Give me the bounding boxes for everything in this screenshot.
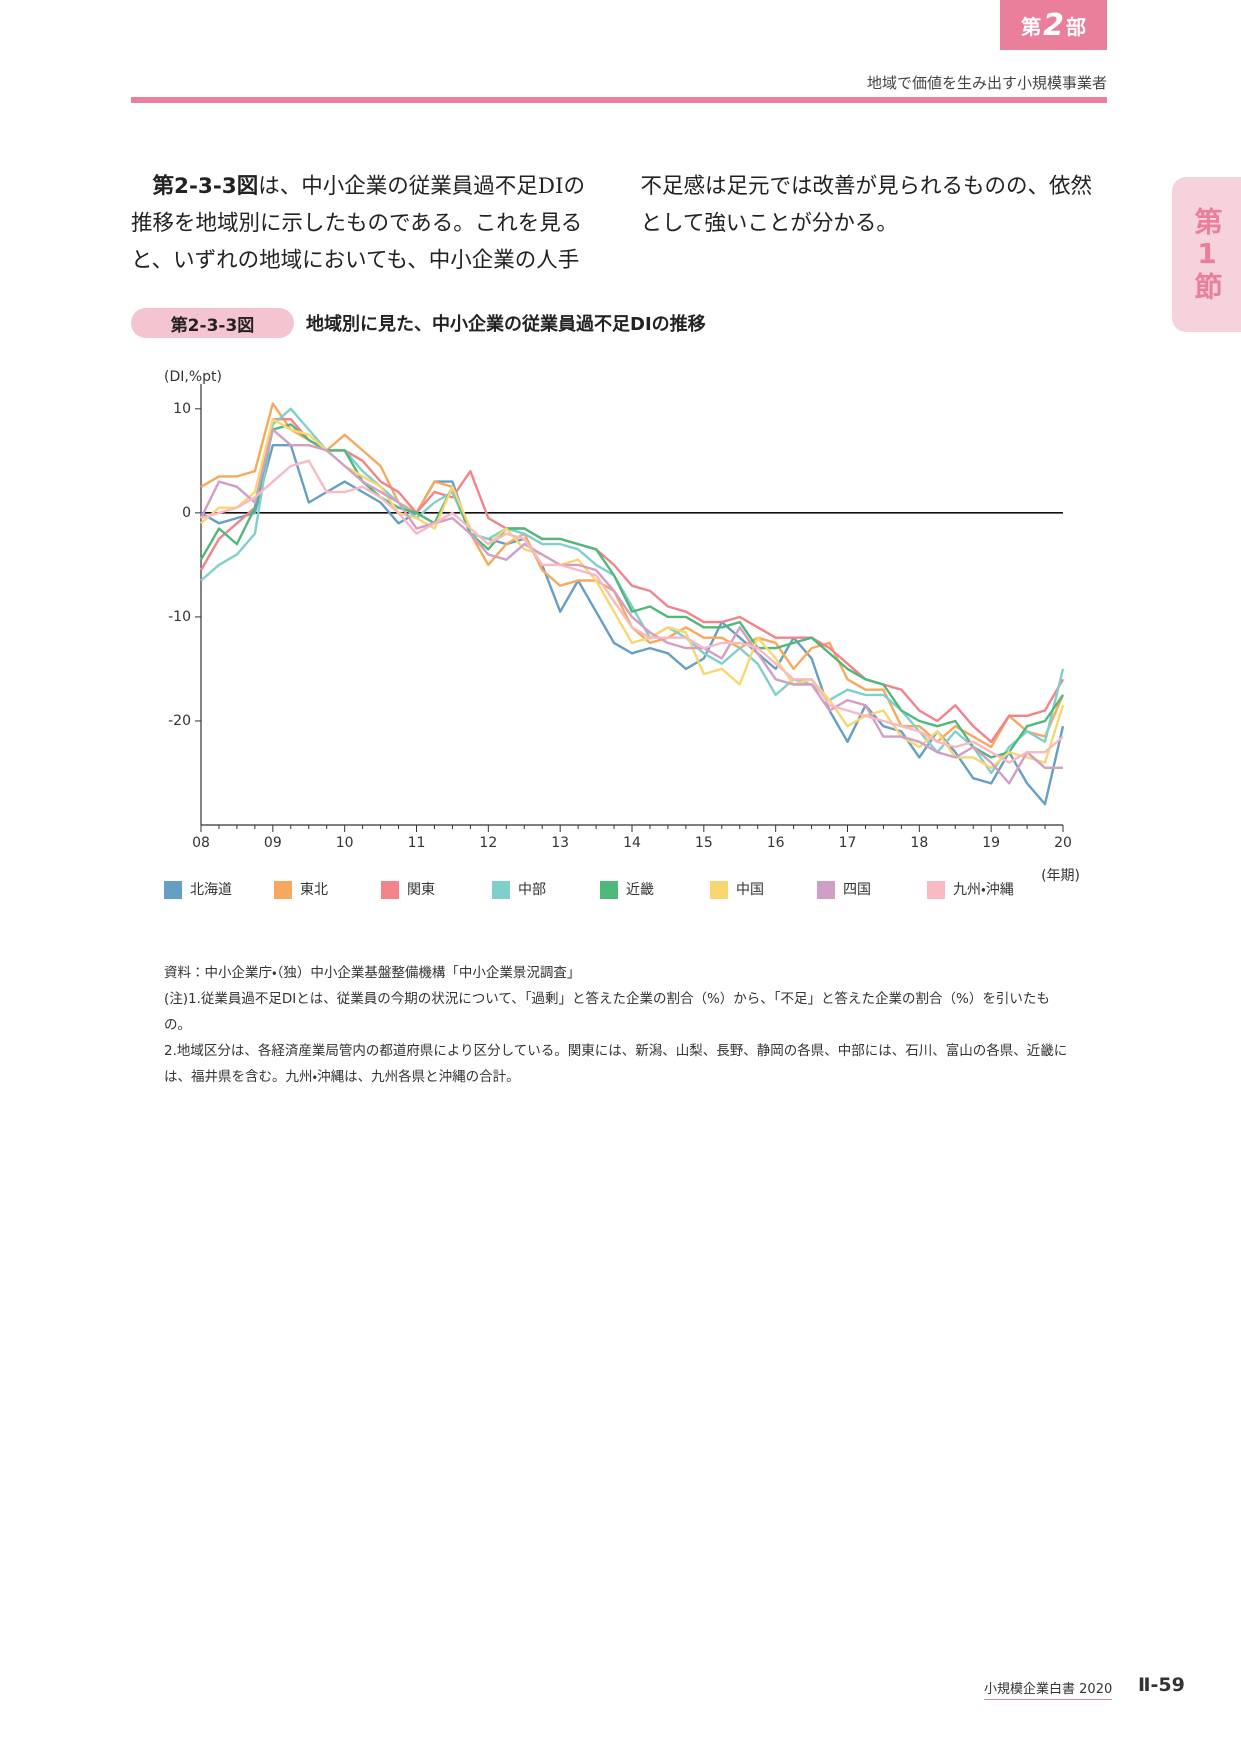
- x-tick-label: 12: [479, 835, 497, 851]
- book-year: 2020: [1079, 1682, 1113, 1697]
- series-line: [199, 418, 1065, 743]
- legend-label: 北海道: [190, 882, 232, 898]
- x-tick-label: 13: [551, 835, 569, 851]
- running-head: 地域で価値を生み出す小規模事業者: [866, 74, 1107, 92]
- y-axis-label: (DI,%pt): [164, 369, 222, 385]
- x-tick-label: 14: [623, 835, 641, 851]
- legend-swatch: [710, 881, 728, 899]
- x-tick-label: 10: [336, 835, 354, 851]
- legend-label: 四国: [843, 882, 871, 898]
- series-line: [200, 418, 1065, 769]
- y-tick-label: 10: [173, 401, 191, 417]
- section-tab: 第1節: [1172, 177, 1241, 332]
- legend-swatch: [927, 881, 945, 899]
- legend-label: 中国: [736, 882, 764, 898]
- legend-label: 関東: [407, 882, 435, 898]
- legend-swatch: [164, 881, 182, 899]
- part-suffix: 部: [1065, 14, 1086, 39]
- part-prefix: 第: [1021, 14, 1042, 39]
- legend-swatch: [381, 881, 399, 899]
- x-tick-label: 08: [192, 835, 210, 851]
- legend-label: 九州・沖縄: [953, 882, 1014, 898]
- body-text: は、中小企業の従業員過不足DIの推移を地域別に示したものである。これを見ると、い…: [131, 174, 1093, 273]
- notes: 資料：中小企業庁・（独）中小企業基盤整備機構「中小企業景況調査」 (注)1.従業…: [164, 960, 1074, 1090]
- figure-title: 地域別に見た、中小企業の従業員過不足DIの推移: [306, 314, 706, 335]
- series-line: [200, 459, 1064, 764]
- page-number: Ⅱ-59: [1138, 1674, 1185, 1696]
- series-line: [199, 423, 1064, 759]
- series-line: [199, 428, 1063, 785]
- series-line: [200, 402, 1065, 749]
- x-tick-label: 11: [408, 835, 426, 851]
- book-title: 小規模企業白書: [984, 1682, 1076, 1697]
- x-tick-label: 15: [695, 835, 713, 851]
- figure-ref: 第2-3-3図: [152, 174, 259, 199]
- x-tick-label: 09: [264, 835, 282, 851]
- legend-swatch: [600, 881, 618, 899]
- x-tick-label: 20: [1054, 835, 1072, 851]
- header-rule: [131, 97, 1107, 103]
- legend-label: 東北: [300, 882, 328, 898]
- x-tick-label: 16: [767, 835, 785, 851]
- legend-swatch: [817, 881, 835, 899]
- legend-swatch: [492, 881, 510, 899]
- body-paragraph: 第2-3-3図は、中小企業の従業員過不足DIの推移を地域別に示したものである。こ…: [131, 168, 1107, 282]
- x-axis-label: (年期): [1041, 868, 1080, 884]
- y-tick-label: -20: [168, 713, 191, 729]
- y-tick-label: 0: [182, 505, 191, 521]
- legend-swatch: [274, 881, 292, 899]
- note: 資料：中小企業庁・（独）中小企業基盤整備機構「中小企業景況調査」: [164, 965, 581, 981]
- figure-label: 第2-3-3図: [131, 308, 294, 338]
- footer-book: 小規模企業白書 2020: [984, 1678, 1113, 1700]
- x-tick-label: 18: [910, 835, 928, 851]
- legend-label: 近畿: [626, 882, 654, 898]
- part-number: 2: [1043, 7, 1064, 43]
- note: 2.地域区分は、各経済産業局管内の都道府県により区分している。関東には、新潟、山…: [164, 1043, 1068, 1085]
- legend-label: 中部: [518, 882, 546, 898]
- series-line: [200, 444, 1065, 806]
- x-tick-label: 17: [839, 835, 857, 851]
- x-tick-label: 19: [982, 835, 1000, 851]
- y-tick-label: -10: [168, 609, 191, 625]
- chart: (DI,%pt) (年期) 10 0 -10 -20 08 09 10 11 12 13 14 15 1…: [164, 369, 1080, 899]
- note: (注)1.従業員過不足DIとは、従業員の今期の状況について、「過剰」と答えた企業…: [164, 991, 1050, 1033]
- section-tab-text: 第1節: [1190, 207, 1224, 302]
